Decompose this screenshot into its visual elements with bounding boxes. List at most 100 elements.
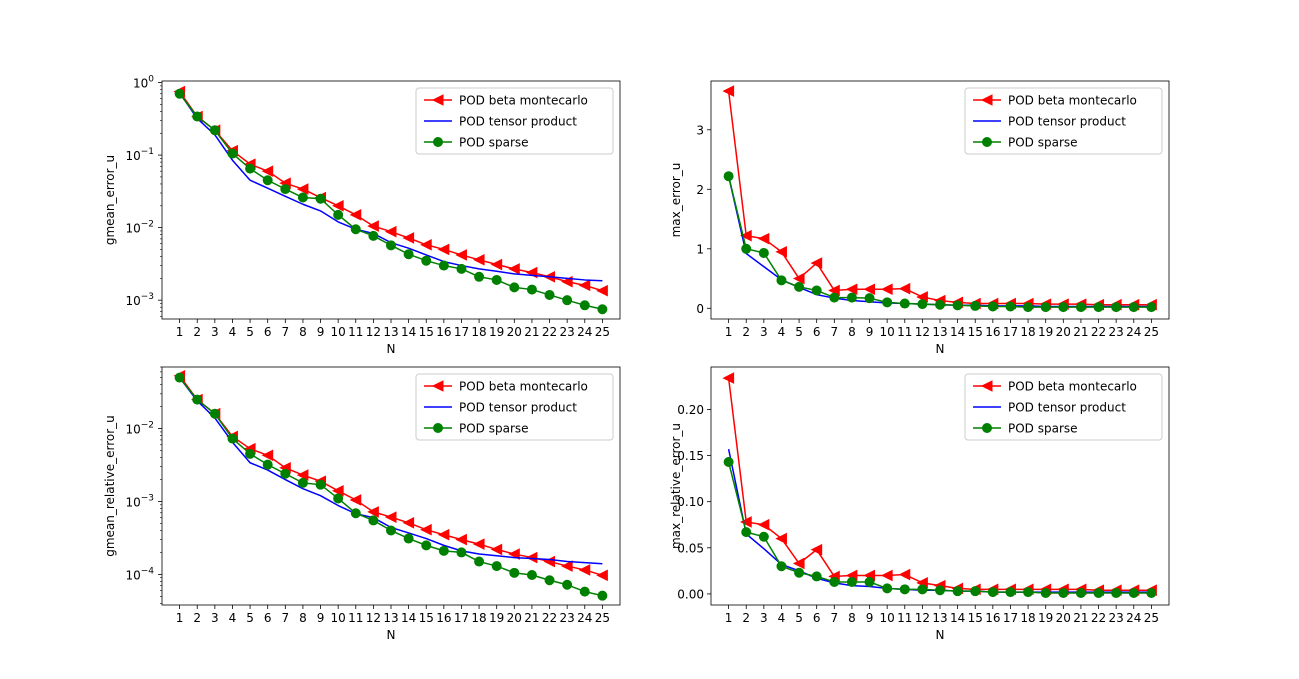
x-tick-label: 13 xyxy=(383,611,398,625)
legend-label: POD tensor product xyxy=(1008,115,1126,129)
legend: POD beta montecarlo POD tensor product POD… xyxy=(964,373,1163,441)
subplot-2: 1 2 3 4 5 6 7 8 9 10 11 12 13 14 15 16 17 18 19 20 21 22 23 24 2… xyxy=(669,80,1170,356)
data-point xyxy=(384,225,397,238)
x-tick-label: 25 xyxy=(1144,325,1159,339)
x-tick-label: 8 xyxy=(299,611,307,625)
data-point xyxy=(1093,588,1104,599)
data-point xyxy=(917,584,928,595)
legend-label: POD sparse xyxy=(459,136,529,150)
x-tick-label: 22 xyxy=(542,325,557,339)
data-point xyxy=(438,260,449,271)
series-green xyxy=(723,457,1157,599)
x-axis-label: N xyxy=(387,342,396,356)
data-point xyxy=(596,569,608,582)
y-tick-label: 1 xyxy=(696,242,704,256)
x-tick-label: 20 xyxy=(1056,611,1071,625)
x-tick-label: 3 xyxy=(760,611,768,625)
data-point xyxy=(209,408,220,419)
legend-entry: POD beta montecarlo xyxy=(973,380,1137,394)
y-tick-label: 0.00 xyxy=(677,587,704,601)
legend-entry: POD sparse xyxy=(424,422,529,436)
data-point xyxy=(350,508,361,519)
data-point xyxy=(1040,588,1051,599)
data-point xyxy=(245,163,256,174)
x-tick-label: 4 xyxy=(778,325,786,339)
data-point xyxy=(740,229,752,242)
data-point xyxy=(829,576,840,587)
x-tick-label: 16 xyxy=(436,325,451,339)
data-point xyxy=(829,292,840,303)
data-point xyxy=(403,533,414,544)
x-tick-label: 23 xyxy=(1109,325,1124,339)
x-tick-label: 4 xyxy=(778,611,786,625)
x-tick-label: 8 xyxy=(848,611,856,625)
data-point xyxy=(437,243,450,256)
data-point xyxy=(209,125,220,136)
x-tick-label: 1 xyxy=(176,325,184,339)
series-line xyxy=(727,176,1152,308)
x-tick-label: 24 xyxy=(1126,611,1141,625)
x-tick-label: 23 xyxy=(1109,611,1124,625)
data-point xyxy=(402,232,415,244)
x-tick-label: 25 xyxy=(1144,611,1159,625)
x-tick-label: 21 xyxy=(524,611,539,625)
x-tick-label: 11 xyxy=(897,611,912,625)
data-point xyxy=(597,304,608,315)
x-tick-label: 12 xyxy=(915,325,930,339)
data-point xyxy=(384,511,397,523)
y-axis-label: max_error_u xyxy=(669,163,683,238)
data-point xyxy=(882,583,893,594)
x-tick-label: 17 xyxy=(454,611,469,625)
data-point xyxy=(456,263,467,274)
legend-label: POD tensor product xyxy=(1008,401,1126,415)
data-point xyxy=(262,175,273,186)
data-point xyxy=(280,184,291,195)
data-point xyxy=(421,255,432,266)
x-tick-label: 18 xyxy=(1020,611,1035,625)
x-tick-label: 25 xyxy=(595,325,610,339)
data-point xyxy=(421,540,432,551)
x-tick-label: 15 xyxy=(419,611,434,625)
data-point xyxy=(192,111,203,122)
x-tick-label: 2 xyxy=(193,325,201,339)
y-axis-label: gmean_error_u xyxy=(103,155,117,245)
data-point xyxy=(970,300,981,311)
data-point xyxy=(508,548,520,560)
data-point xyxy=(794,567,805,578)
x-tick-label: 14 xyxy=(401,325,416,339)
data-point xyxy=(846,292,857,303)
data-point xyxy=(296,469,309,481)
x-tick-label: 6 xyxy=(264,611,272,625)
data-point xyxy=(1146,588,1157,599)
x-tick-label: 9 xyxy=(317,325,325,339)
data-point xyxy=(456,547,467,558)
legend-box xyxy=(415,87,614,155)
data-point xyxy=(437,528,450,541)
x-tick-label: 6 xyxy=(813,611,821,625)
series-green xyxy=(174,88,608,315)
y-tick-label: 10−3 xyxy=(125,493,154,509)
data-point xyxy=(775,532,787,545)
data-point xyxy=(899,298,910,309)
data-point xyxy=(402,516,415,529)
data-point xyxy=(723,457,734,468)
x-tick-label: 21 xyxy=(1073,611,1088,625)
data-point xyxy=(526,284,537,295)
y-tick-label: 0.20 xyxy=(677,403,704,417)
data-point xyxy=(544,289,555,300)
data-point xyxy=(811,571,822,582)
data-point xyxy=(952,586,963,597)
x-tick-label: 18 xyxy=(1020,325,1035,339)
y-tick-label: 10−2 xyxy=(125,421,154,437)
y-tick-label: 100 xyxy=(133,75,154,91)
x-tick-label: 19 xyxy=(489,611,504,625)
data-point xyxy=(987,301,998,312)
x-tick-label: 3 xyxy=(211,325,219,339)
data-point xyxy=(349,494,362,506)
legend-entry: POD beta montecarlo xyxy=(424,380,588,394)
data-point xyxy=(245,448,256,459)
x-tick-label: 1 xyxy=(725,325,733,339)
x-tick-label: 10 xyxy=(331,611,346,625)
data-point xyxy=(386,240,396,251)
data-point xyxy=(917,299,928,310)
